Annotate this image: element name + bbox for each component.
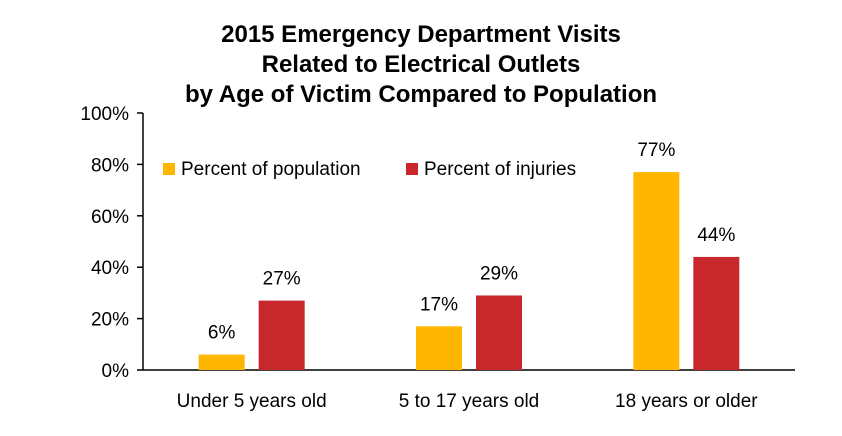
y-tick-label: 80% [91, 155, 129, 176]
data-label: 17% [420, 294, 458, 315]
chart-title-line-1: 2015 Emergency Department Visits [221, 21, 621, 48]
data-label: 27% [263, 269, 301, 290]
chart-title-line-3: by Age of Victim Compared to Population [185, 81, 657, 108]
legend: Percent of population Percent of injuries [163, 159, 576, 180]
data-label: 29% [480, 263, 518, 284]
data-label: 6% [208, 323, 236, 344]
y-tick-label: 40% [91, 258, 129, 279]
data-label: 44% [697, 225, 735, 246]
chart-title: 2015 Emergency Department Visits Related… [185, 21, 657, 108]
category-labels: Under 5 years old 5 to 17 years old 18 yea… [177, 391, 759, 412]
y-tick-label: 0% [102, 361, 130, 382]
bar [416, 326, 462, 370]
legend-swatch [163, 163, 175, 175]
bar [476, 295, 522, 370]
bar [693, 256, 740, 370]
bars [198, 172, 740, 370]
data-labels: 6% 27% 17% 29% 77% 44% [208, 140, 736, 343]
bar [258, 300, 305, 370]
axes [142, 113, 795, 371]
category-label: 18 years or older [615, 391, 758, 412]
category-label: 5 to 17 years old [399, 391, 539, 412]
y-tick-label: 60% [91, 207, 129, 228]
y-tick-label: 100% [80, 104, 129, 125]
legend-label: Percent of injuries [424, 159, 576, 180]
y-tick-label: 20% [91, 310, 129, 331]
category-label: Under 5 years old [177, 391, 327, 412]
legend-label: Percent of population [181, 159, 361, 180]
bar [633, 172, 680, 370]
data-label: 77% [637, 140, 675, 161]
y-axis-ticks: 0% 20% 40% 60% 80% 100% [80, 104, 143, 382]
legend-swatch [406, 163, 418, 175]
bar [198, 354, 245, 370]
chart-title-line-2: Related to Electrical Outlets [262, 51, 581, 78]
